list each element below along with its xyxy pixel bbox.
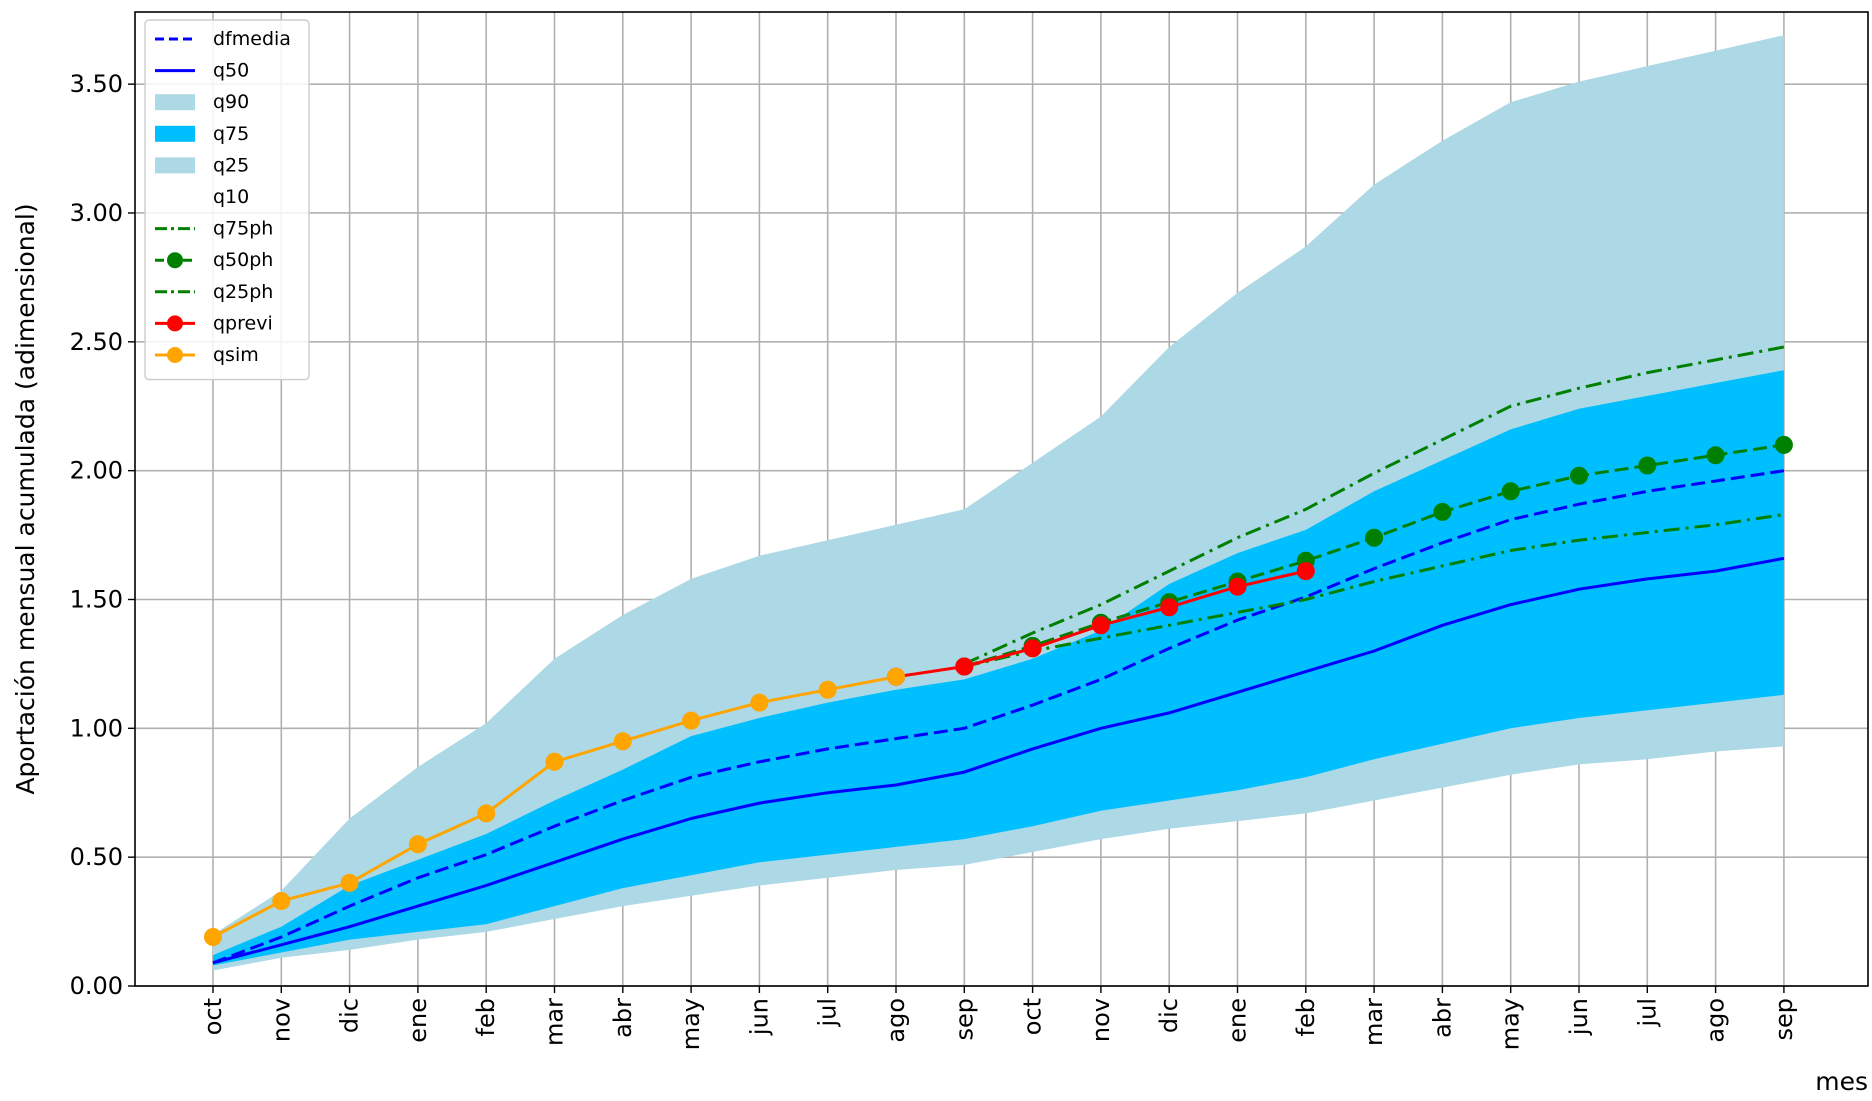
legend-swatch [155, 125, 195, 142]
x-tick-label: may [677, 998, 705, 1050]
data-point-qsim [204, 928, 222, 946]
data-point-qsim [545, 752, 564, 771]
legend-label: q75 [213, 123, 249, 145]
data-point-qprevi [1296, 562, 1315, 581]
legend-label: q25ph [213, 281, 273, 303]
legend-swatch [155, 189, 195, 205]
x-tick-label: jul [1633, 998, 1661, 1028]
data-point-qprevi [1091, 616, 1110, 635]
ticks: oct nov dic ene feb mar abr may jun jul ago sep oct n… [70, 70, 1798, 1050]
data-point-qsim [818, 680, 837, 699]
series-line-dfmedia [212, 469, 1785, 965]
legend-label: q50 [213, 60, 249, 82]
x-tick-label: nov [1087, 998, 1115, 1042]
data-point-qsim [887, 667, 905, 686]
x-tick-label: nov [267, 998, 295, 1042]
plot-frame [134, 11, 1869, 987]
data-point-qprevi [1160, 598, 1179, 617]
legend: dfmedia q50 q90 q75 q25 q10 q75ph q50ph q25ph qpr… [144, 19, 310, 381]
x-tick-label: oct [1019, 998, 1047, 1035]
data-point-qsim [613, 732, 632, 751]
y-tick-label: 2.50 [70, 328, 123, 356]
x-tick-label: jun [1565, 998, 1593, 1036]
x-tick-label: ene [404, 998, 432, 1043]
legend-label: qprevi [213, 312, 273, 334]
data-point-q50ph [1638, 456, 1657, 475]
x-tick-label: ago [1702, 998, 1730, 1043]
x-tick-label: jun [745, 998, 773, 1036]
y-tick-label: 0.50 [70, 843, 123, 871]
x-axis-label: mes [1815, 1067, 1868, 1096]
data-point-qsim [750, 693, 769, 712]
y-tick-label: 1.00 [70, 714, 123, 742]
series-group [204, 345, 1793, 965]
data-point-qsim [340, 873, 359, 892]
x-tick-label: dic [336, 998, 364, 1033]
y-tick-label: 3.50 [70, 70, 123, 98]
x-tick-label: mar [1360, 998, 1388, 1046]
x-tick-label: sep [1770, 998, 1798, 1041]
x-tick-label: feb [1292, 998, 1320, 1036]
x-tick-label: may [1497, 998, 1525, 1050]
data-point-qprevi [1023, 639, 1042, 658]
x-tick-label: feb [472, 998, 500, 1036]
y-tick-label: 1.50 [70, 585, 123, 613]
legend-label: q25 [213, 154, 249, 176]
band-q75 [213, 370, 1784, 966]
data-point-qsim [477, 804, 496, 823]
data-point-qsim [408, 835, 427, 854]
bands [213, 35, 1784, 971]
data-point-q50ph [1501, 482, 1520, 501]
data-point-q50ph [1433, 502, 1452, 521]
x-tick-label: abr [609, 998, 637, 1038]
y-tick-label: 0.00 [70, 972, 123, 1000]
x-tick-label: oct [199, 998, 227, 1035]
x-tick-label: mar [541, 998, 569, 1046]
y-tick-label: 2.00 [70, 457, 123, 485]
legend-marker [167, 315, 183, 332]
legend-marker [167, 252, 183, 269]
legend-marker [167, 347, 183, 363]
y-tick-label: 3.00 [70, 199, 123, 227]
data-point-qsim [682, 711, 701, 730]
legend-label: q75ph [213, 218, 273, 240]
x-tick-label: sep [950, 998, 978, 1041]
legend-label: dfmedia [213, 28, 291, 50]
legend-label: q90 [213, 91, 249, 113]
series-line-q25ph [963, 513, 1785, 668]
y-axis-label: Aportación mensual acumulada (adimension… [11, 203, 40, 794]
legend-swatch [155, 157, 195, 174]
legend-label: q50ph [213, 249, 273, 271]
data-point-q50ph [1774, 435, 1793, 454]
x-tick-label: ene [1224, 998, 1252, 1043]
data-point-qprevi [955, 657, 974, 676]
data-point-q50ph [1365, 528, 1384, 547]
legend-label: qsim [213, 344, 259, 366]
x-tick-label: dic [1155, 998, 1183, 1033]
x-tick-label: jul [814, 998, 842, 1028]
data-point-qsim [272, 892, 291, 910]
data-point-qprevi [1228, 577, 1247, 596]
x-tick-label: abr [1428, 998, 1456, 1038]
series-line-q50 [212, 556, 1785, 965]
data-point-q50ph [1706, 446, 1725, 465]
x-tick-label: ago [882, 998, 910, 1043]
series-line-q75ph [963, 345, 1785, 666]
legend-swatch [155, 94, 195, 111]
data-point-q50ph [1570, 466, 1588, 485]
legend-label: q10 [213, 186, 249, 208]
